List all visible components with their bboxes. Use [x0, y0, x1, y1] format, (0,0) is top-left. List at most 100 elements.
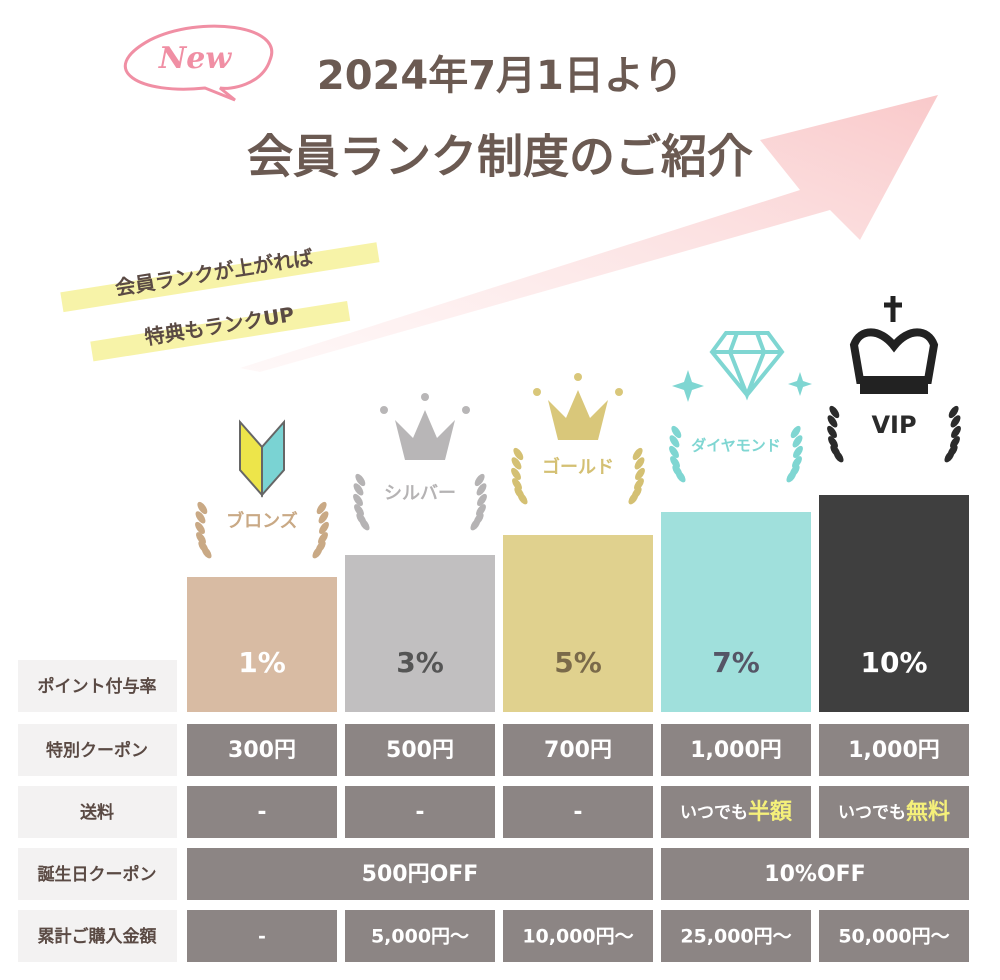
cell-prefix: いつでも: [680, 803, 748, 823]
cell-highlight: 半額: [748, 800, 793, 825]
cell-text: 500円: [386, 738, 454, 763]
cell-text: -: [257, 800, 266, 825]
laurel-leaf: [827, 415, 838, 428]
laurel-leaf: [513, 447, 524, 461]
tagline: 会員ランクが上がれば: [113, 245, 314, 300]
cell-bg: [819, 786, 969, 838]
cell-prefix: いつでも: [838, 803, 906, 823]
cell-bg: [187, 848, 653, 900]
laurel-leaf: [517, 492, 528, 505]
laurel-leaf: [944, 450, 955, 463]
laurel-leaf: [792, 435, 803, 448]
row-label: 送料: [80, 802, 114, 823]
tagline-1-wrap: 会員ランクが上がれば: [60, 242, 380, 313]
laurel-leaf: [628, 492, 639, 505]
cell-text: -: [415, 800, 424, 825]
laurel-leaf: [950, 436, 960, 449]
row-label: ポイント付与率: [38, 676, 157, 697]
cell-bg: [187, 724, 337, 776]
laurel-leaf: [786, 470, 797, 483]
rank-bar: [345, 555, 495, 712]
cell-text: 1,000円: [848, 738, 940, 763]
cell-text: いつでも無料: [838, 799, 950, 825]
laurel-leaf: [511, 457, 522, 470]
rank-bar: [187, 577, 337, 712]
cell-text: 1,000円: [690, 738, 782, 763]
cell-text: 5,000円〜: [371, 926, 469, 948]
cell-text: -: [573, 800, 582, 825]
date: 2024年7月1日より: [317, 53, 683, 99]
laurel-leaf: [195, 521, 205, 535]
cell-bg: [661, 724, 811, 776]
cell-bg: [661, 786, 811, 838]
laurel-leaf: [675, 470, 686, 483]
row-label-bg: [18, 786, 177, 838]
laurel-leaf: [670, 456, 680, 469]
laurel-leaf: [353, 493, 363, 507]
laurel-leaf: [511, 467, 521, 481]
laurel-leaf: [828, 436, 838, 449]
diamond-icon: [672, 331, 812, 402]
cell-text: 10,000円〜: [522, 926, 633, 948]
row-label-bg: [18, 724, 177, 776]
rank-name: VIP: [871, 411, 916, 439]
highlight: [60, 242, 380, 313]
cell-text: 500円OFF: [362, 862, 479, 887]
laurel-leaf: [632, 447, 643, 461]
laurel-leaf: [312, 546, 323, 559]
benefit-table: ポイント付与率 1% 3% 5% 7% 10% 特別クーポン 300円 500円 700円 1,00…: [18, 495, 969, 962]
laurel-leaf: [318, 511, 329, 524]
laurel-leaf: [195, 511, 206, 524]
laurel-leaf: [476, 504, 486, 517]
row-label-bg: [18, 848, 177, 900]
point-rate: 3%: [396, 646, 444, 679]
title: 会員ランク制度のご紹介: [247, 130, 753, 184]
gold-crown: [533, 373, 623, 440]
laurel-leaf: [470, 518, 481, 531]
cell-text: 300円: [228, 738, 296, 763]
laurel-leaf: [950, 415, 961, 428]
laurel-leaf: [671, 425, 682, 439]
laurel-leaf: [196, 532, 206, 545]
vip-crown: [849, 296, 939, 394]
laurel-leaf: [319, 521, 329, 535]
laurel-leaf: [197, 501, 208, 515]
rank-name: ブロンズ: [226, 510, 298, 532]
laurel-leaf: [790, 425, 801, 439]
cell-bg: [503, 786, 653, 838]
cell-text: いつでも半額: [680, 800, 793, 825]
cell-text: 25,000円〜: [680, 926, 791, 948]
cell-bg: [345, 910, 495, 962]
badge: New: [158, 41, 233, 76]
laurel-leaf: [951, 425, 961, 439]
beginner-icon: [239, 419, 285, 498]
laurel-leaf: [354, 504, 364, 517]
row-label: 誕生日クーポン: [38, 864, 157, 885]
laurel-leaf: [634, 478, 644, 491]
laurel-leaf: [833, 450, 844, 463]
cell-text: 10%OFF: [764, 862, 865, 887]
row-label: 累計ご購入金額: [38, 926, 158, 947]
laurel-leaf: [201, 546, 212, 559]
cell-text: -: [258, 926, 266, 948]
laurel-leaf: [669, 445, 679, 459]
tagline: 特典もランクUP: [143, 302, 296, 349]
silver-crown: [380, 393, 470, 460]
laurel-leaf: [353, 483, 364, 496]
laurel-leaf: [477, 493, 487, 507]
rank-bar: [661, 512, 811, 712]
laurel-leaf: [829, 405, 840, 419]
laurel-leaf: [512, 478, 522, 491]
rank-name: シルバー: [384, 483, 456, 504]
cell-bg: [503, 910, 653, 962]
cell-text: 700円: [544, 738, 612, 763]
cell-highlight: 無料: [906, 799, 950, 825]
rank-bar: [819, 495, 969, 712]
laurel-leaf: [476, 483, 487, 496]
badge-bubble: [123, 24, 274, 102]
point-rate: 1%: [238, 646, 286, 679]
laurel-leaf: [355, 473, 366, 487]
rank-bar: [503, 535, 653, 712]
